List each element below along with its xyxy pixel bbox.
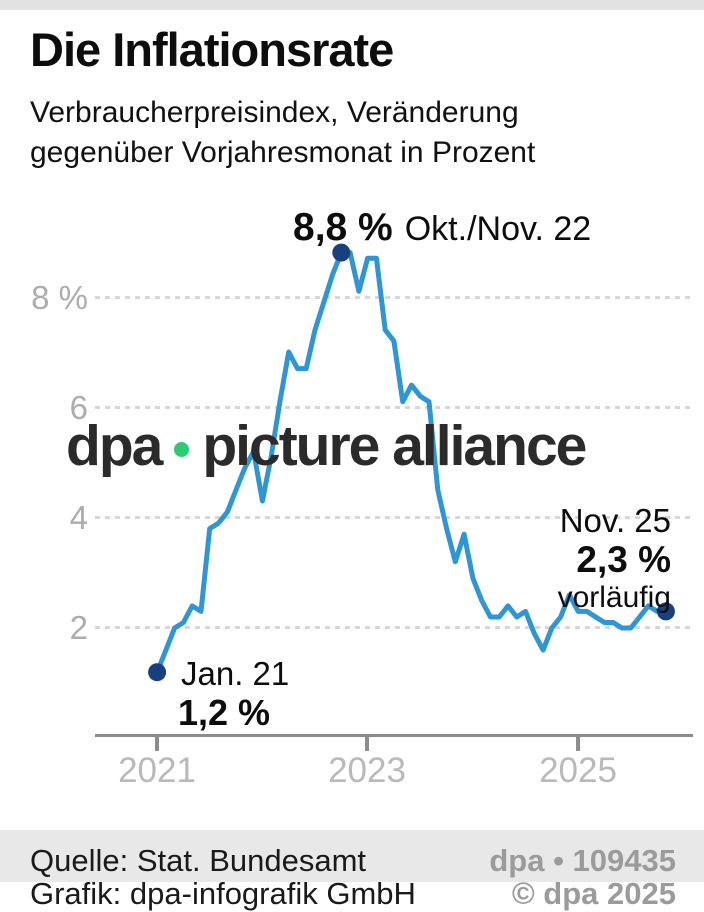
inflation-line <box>154 250 669 675</box>
page-title: Die Inflationsrate <box>30 23 394 76</box>
y-tick-label-8: 8 % <box>31 279 88 316</box>
watermark-green-dot-icon <box>174 442 190 457</box>
gridline-6 <box>95 406 691 409</box>
marker-dot <box>332 243 351 262</box>
annotation-peak: 8,8 % Okt./Nov. 22 <box>293 206 591 250</box>
annotation-end: Nov. 25 2,3 % vorläufig <box>558 502 671 615</box>
subtitle-line-1: Verbraucherpreisindex, Veränderung <box>30 96 519 129</box>
y-tick-label-6: 6 <box>69 389 88 426</box>
watermark-dpa: dpa <box>66 414 163 478</box>
page-subtitle: Verbraucherpreisindex, Veränderung gegen… <box>30 93 535 173</box>
gridline-8 <box>95 296 691 299</box>
x-tick-label-2025: 2025 <box>539 751 617 790</box>
inflation-line-chart <box>148 243 675 682</box>
footer-clipped-line-left: Grafik: dpa-infografik GmbH <box>30 876 416 911</box>
footer-bar <box>0 830 704 882</box>
top-border-bar <box>0 0 704 10</box>
y-tick-label-4: 4 <box>69 499 88 536</box>
x-tick-label-2021: 2021 <box>118 751 196 790</box>
marker-dot <box>148 663 167 682</box>
dpa-watermark: dpa picture alliance <box>66 414 587 478</box>
footer-clipped-line-right: © dpa 2025 <box>511 876 676 911</box>
footer-source: Quelle: Stat. Bundesamt <box>30 843 367 878</box>
peak-value: 8,8 % <box>293 206 393 249</box>
x-axis-line <box>95 734 693 737</box>
end-note: vorläufig <box>557 581 671 614</box>
x-tick-label-2023: 2023 <box>328 751 406 790</box>
y-tick-label-2: 2 <box>69 609 88 646</box>
x-tick-2021 <box>155 737 159 751</box>
watermark-picture-alliance: picture alliance <box>202 414 587 478</box>
subtitle-line-2: gegenüber Vorjahresmonat in Prozent <box>30 136 536 169</box>
gridline-4 <box>95 516 691 519</box>
end-label: Nov. 25 <box>559 502 671 539</box>
start-label: Jan. 21 <box>181 655 290 692</box>
start-value: 1,2 % <box>178 692 271 733</box>
end-value: 2,3 % <box>576 539 671 580</box>
x-tick-2025 <box>576 737 580 751</box>
peak-label: Okt./Nov. 22 <box>404 210 592 248</box>
footer-credit: dpa • 109435 <box>489 843 676 878</box>
x-tick-2023 <box>365 737 369 751</box>
marker-dot <box>656 602 675 621</box>
gridline-2 <box>95 626 691 629</box>
